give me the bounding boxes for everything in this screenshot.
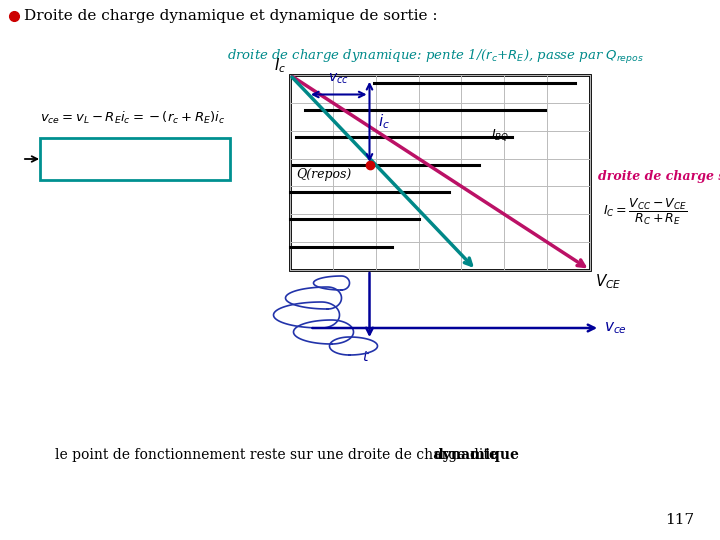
Text: $v_{ce} = v_L - R_E i_c = -(r_c + R_E )i_c$: $v_{ce} = v_L - R_E i_c = -(r_c + R_E )i… — [40, 110, 225, 126]
Text: le point de fonctionnement reste sur une droite de charge dite: le point de fonctionnement reste sur une… — [55, 448, 502, 462]
Text: $I_c$: $I_c$ — [274, 57, 286, 76]
Text: $t$: $t$ — [361, 350, 369, 364]
Text: droite de charge statique: droite de charge statique — [598, 170, 720, 183]
Text: dynamique: dynamique — [433, 448, 519, 462]
Text: $i_c = -\dfrac{v_{ce}}{r_C + R_E}$: $i_c = -\dfrac{v_{ce}}{r_C + R_E}$ — [99, 145, 186, 173]
Text: droite de charge dynamique: pente 1/($r_c$+$R_E$), passe par $Q_{repos}$: droite de charge dynamique: pente 1/($r_… — [227, 48, 644, 66]
Text: $V_{CE}$: $V_{CE}$ — [595, 273, 621, 292]
Text: $v_{cc}$: $v_{cc}$ — [328, 71, 349, 85]
Bar — [40, 138, 230, 180]
Text: Q(repos): Q(repos) — [296, 168, 351, 181]
Text: 117: 117 — [665, 513, 695, 527]
Text: $I_{BQ}$: $I_{BQ}$ — [491, 127, 509, 143]
Text: Droite de charge dynamique et dynamique de sortie :: Droite de charge dynamique et dynamique … — [24, 9, 438, 23]
Text: $v_{ce}$: $v_{ce}$ — [604, 320, 627, 336]
Bar — [290, 75, 590, 270]
Text: $i_c$: $i_c$ — [377, 112, 390, 131]
Text: $I_C = \dfrac{V_{CC} - V_{CE}}{R_C + R_E}$: $I_C = \dfrac{V_{CC} - V_{CE}}{R_C + R_E… — [603, 197, 688, 227]
